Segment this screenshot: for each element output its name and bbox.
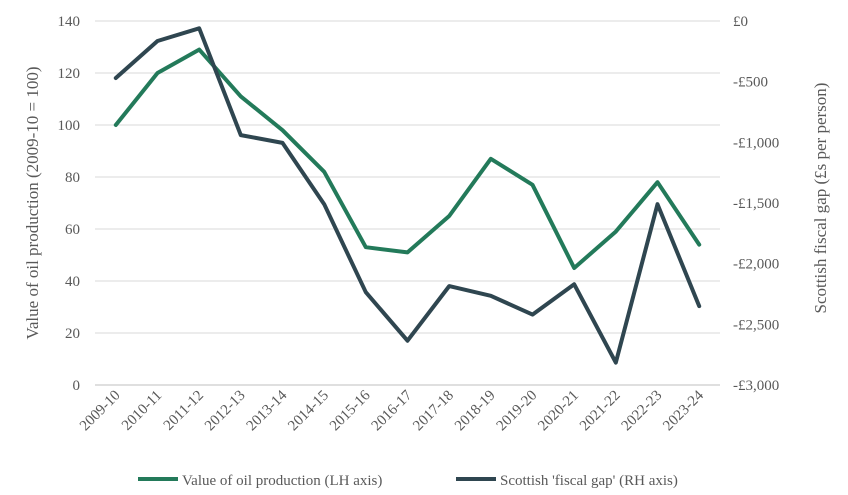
series-lines: [113, 26, 702, 365]
legend: Value of oil production (LH axis) Scotti…: [138, 473, 678, 489]
legend-label-oil: Value of oil production (LH axis): [182, 473, 382, 489]
x-tick-label: 2016-17: [369, 387, 416, 434]
left-tick-label: 100: [58, 118, 81, 134]
gridlines: [95, 20, 720, 386]
x-axis-ticks: 2009-102010-112011-122012-132013-142014-…: [77, 387, 707, 434]
right-tick-label: -£3,000: [733, 378, 779, 394]
left-tick-label: 140: [58, 14, 81, 30]
oil-production-line: [113, 47, 702, 270]
right-axis-ticks: -£3,000 -£2,500 -£2,000 -£1,500 -£1,000 -£500…: [733, 14, 779, 394]
x-tick-label: 2017-18: [410, 388, 457, 435]
left-tick-label: 60: [65, 222, 80, 238]
x-tick-label: 2010-11: [119, 388, 165, 434]
left-tick-label: 40: [65, 274, 80, 290]
left-axis-ticks: 0 20 40 60 80 100 120 140: [58, 14, 81, 394]
left-tick-label: 80: [65, 170, 80, 186]
left-tick-label: 120: [58, 66, 81, 82]
right-tick-label: £0: [733, 14, 748, 30]
right-tick-label: -£1,500: [733, 196, 779, 212]
right-tick-label: -£1,000: [733, 135, 779, 151]
x-tick-label: 2009-10: [77, 388, 124, 435]
x-tick-label: 2011-12: [161, 388, 207, 434]
right-tick-label: -£500: [733, 75, 768, 91]
x-tick-label: 2019-20: [494, 388, 541, 435]
x-tick-label: 2014-15: [285, 388, 332, 435]
left-axis-title: Value of oil production (2009-10 = 100): [23, 66, 42, 339]
x-tick-label: 2013-14: [244, 387, 291, 434]
legend-label-fiscal-gap: Scottish 'fiscal gap' (RH axis): [500, 473, 678, 489]
right-axis-title: Scottish fiscal gap (£s per person): [811, 83, 830, 314]
left-tick-label: 0: [73, 378, 81, 394]
x-tick-label: 2021-22: [577, 388, 624, 435]
x-tick-label: 2020-21: [535, 388, 582, 435]
x-tick-label: 2015-16: [327, 387, 374, 434]
x-tick-label: 2012-13: [202, 388, 249, 435]
right-tick-label: -£2,500: [733, 317, 779, 333]
x-tick-label: 2018-19: [452, 388, 499, 435]
left-tick-label: 20: [65, 326, 80, 342]
right-tick-label: -£2,000: [733, 257, 779, 273]
x-tick-label: 2022-23: [619, 388, 666, 435]
x-tick-label: 2023-24: [660, 387, 707, 434]
fiscal-gap-line: [113, 26, 702, 365]
